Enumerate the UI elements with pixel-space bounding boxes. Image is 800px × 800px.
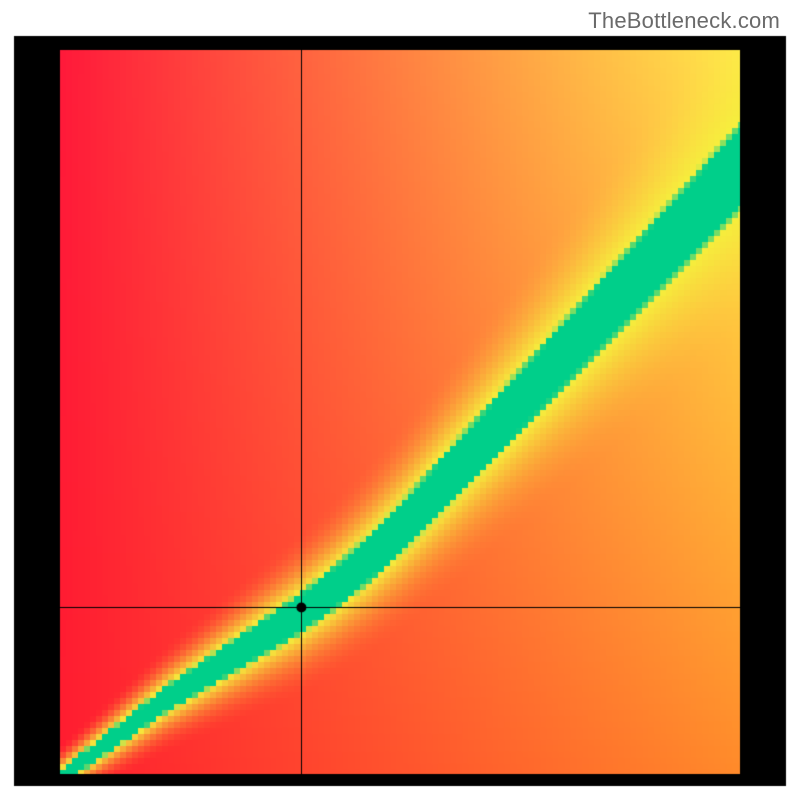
chart-container: TheBottleneck.com	[0, 0, 800, 800]
watermark-text: TheBottleneck.com	[588, 8, 780, 34]
heatmap-canvas	[0, 0, 800, 800]
